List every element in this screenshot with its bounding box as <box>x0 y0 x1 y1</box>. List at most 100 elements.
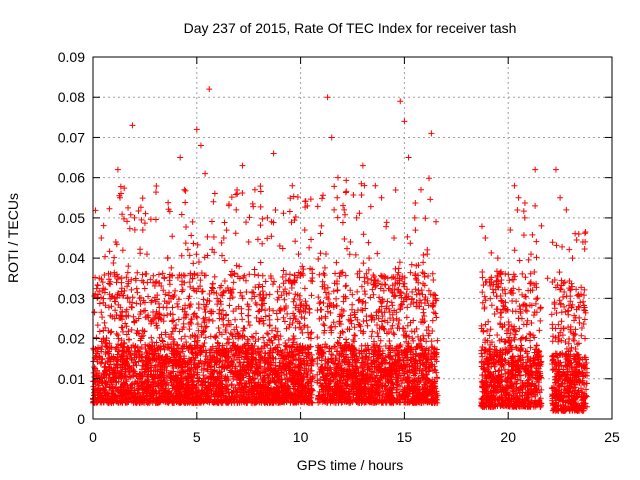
data-point <box>164 312 171 319</box>
data-point <box>280 288 287 295</box>
data-point <box>299 329 306 336</box>
data-point <box>202 309 209 316</box>
data-point <box>228 194 235 201</box>
data-point <box>135 358 142 365</box>
data-point <box>408 261 415 268</box>
data-point <box>304 329 311 336</box>
data-point <box>122 320 129 327</box>
data-point <box>194 241 201 248</box>
data-point <box>230 279 237 286</box>
data-point <box>207 333 214 340</box>
data-point <box>234 190 241 197</box>
data-point <box>342 336 349 343</box>
data-point <box>174 300 181 307</box>
data-point <box>236 263 243 270</box>
data-point <box>264 342 271 349</box>
data-point <box>240 389 247 396</box>
data-point <box>294 193 301 200</box>
data-point <box>256 281 263 288</box>
data-point <box>190 260 197 267</box>
data-point <box>263 330 270 337</box>
data-point <box>386 338 393 345</box>
data-point <box>197 277 204 284</box>
data-point <box>377 272 384 279</box>
data-point <box>259 215 266 222</box>
data-point <box>342 283 349 290</box>
data-point <box>367 294 374 301</box>
data-point <box>404 304 411 311</box>
data-point <box>169 233 176 240</box>
data-point <box>407 301 414 308</box>
data-point <box>169 318 176 325</box>
data-point <box>420 251 427 258</box>
data-point <box>127 385 134 392</box>
data-point <box>284 310 291 317</box>
data-point <box>248 333 255 340</box>
data-point <box>314 334 321 341</box>
data-point <box>112 385 119 392</box>
data-point <box>274 316 281 323</box>
data-point <box>99 314 106 321</box>
data-point <box>197 283 204 290</box>
data-point <box>302 198 309 205</box>
data-point <box>93 334 100 341</box>
data-point <box>266 316 273 323</box>
data-point <box>356 210 363 217</box>
data-point <box>291 386 298 393</box>
data-point <box>211 273 218 280</box>
data-point <box>286 324 293 331</box>
data-point <box>159 337 166 344</box>
data-point <box>113 279 120 286</box>
data-point <box>367 203 374 210</box>
data-point <box>141 285 148 292</box>
data-point <box>290 310 297 317</box>
data-point <box>200 315 207 322</box>
data-point <box>148 334 155 341</box>
data-point <box>130 313 137 320</box>
data-point <box>316 300 323 307</box>
data-point <box>187 333 194 340</box>
data-point <box>292 324 299 331</box>
data-point <box>188 232 195 239</box>
data-point <box>128 303 135 310</box>
data-point <box>142 307 149 314</box>
data-point <box>160 312 167 319</box>
data-point <box>147 276 154 283</box>
data-point <box>331 183 338 190</box>
data-point <box>206 291 213 298</box>
data-point <box>341 236 348 243</box>
data-point <box>105 304 112 311</box>
data-point <box>219 342 226 349</box>
data-point <box>220 307 227 314</box>
data-point <box>108 303 115 310</box>
data-point <box>173 322 180 329</box>
data-point <box>309 266 316 273</box>
data-point <box>240 274 247 281</box>
data-point <box>133 300 140 307</box>
data-point <box>259 376 266 383</box>
data-point <box>257 183 264 190</box>
data-point <box>179 348 186 355</box>
data-point <box>290 298 297 305</box>
data-point <box>369 286 376 293</box>
data-point <box>103 335 110 342</box>
data-point <box>182 240 189 247</box>
data-point <box>195 258 202 265</box>
data-point <box>300 266 307 273</box>
data-point <box>420 309 427 316</box>
data-point <box>426 175 433 182</box>
data-point <box>126 347 133 354</box>
data-point <box>204 233 211 240</box>
data-point <box>262 307 269 314</box>
data-point <box>170 325 177 332</box>
data-point <box>194 272 201 279</box>
data-point <box>178 211 185 218</box>
data-point <box>114 332 121 339</box>
data-point <box>139 271 146 278</box>
data-point <box>124 283 131 290</box>
data-point <box>245 312 252 319</box>
data-point <box>96 300 103 307</box>
data-point <box>276 306 283 313</box>
data-point <box>280 210 287 217</box>
data-point <box>131 226 138 233</box>
